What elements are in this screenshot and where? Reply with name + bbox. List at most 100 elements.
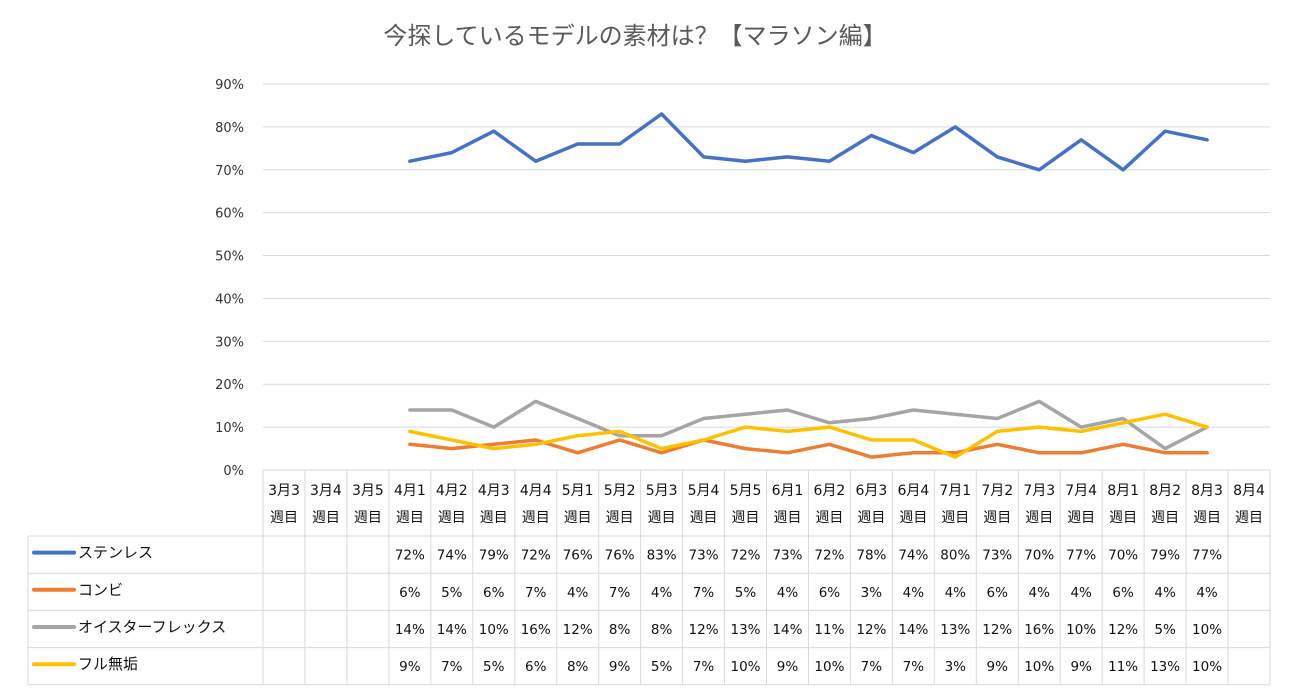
data-cell: 76% — [563, 548, 593, 564]
data-cell: 12% — [563, 622, 593, 638]
data-cell: 9% — [1070, 659, 1092, 675]
data-cell: 9% — [609, 659, 631, 675]
category-label-sub: 週目 — [480, 510, 508, 526]
data-cell: 10% — [731, 659, 761, 675]
data-cell: 7% — [903, 659, 925, 675]
data-cell: 5% — [1154, 622, 1176, 638]
y-tick-label: 70% — [215, 164, 244, 179]
data-cell: 12% — [856, 622, 886, 638]
category-label-sub: 週目 — [648, 510, 676, 526]
data-cell: 79% — [1150, 548, 1180, 564]
category-label: 5月1 — [562, 483, 594, 499]
data-cell: 9% — [987, 659, 1009, 675]
category-label: 8月4 — [1233, 483, 1265, 499]
data-cell: 6% — [483, 585, 505, 601]
data-cell: 7% — [693, 585, 715, 601]
category-label-sub: 週目 — [941, 510, 969, 526]
data-cell: 8% — [567, 659, 589, 675]
series-line — [408, 112, 1209, 172]
category-label: 4月2 — [436, 483, 468, 499]
category-label-sub: 週目 — [1193, 510, 1221, 526]
data-cell: 72% — [521, 548, 551, 564]
data-cell: 73% — [772, 548, 802, 564]
data-cell: 13% — [1150, 659, 1180, 675]
data-cell: 77% — [1192, 548, 1222, 564]
data-cell: 74% — [898, 548, 928, 564]
category-label: 6月4 — [897, 483, 929, 499]
data-cell: 14% — [395, 622, 425, 638]
category-label-sub: 週目 — [773, 510, 801, 526]
category-label: 8月3 — [1191, 483, 1223, 499]
category-label: 4月3 — [478, 483, 510, 499]
legend-label: オイスターフレックス — [78, 618, 226, 636]
data-cell: 7% — [441, 659, 463, 675]
data-cell: 10% — [1192, 659, 1222, 675]
category-label: 6月2 — [814, 483, 846, 499]
category-label-sub: 週目 — [732, 510, 760, 526]
data-cell: 6% — [819, 585, 841, 601]
data-cell: 5% — [651, 659, 673, 675]
category-label: 5月4 — [688, 483, 720, 499]
series-lines — [408, 112, 1209, 459]
data-cell: 79% — [479, 548, 509, 564]
data-cell: 9% — [777, 659, 799, 675]
data-cell: 13% — [731, 622, 761, 638]
legend-label: フル無垢 — [78, 655, 138, 673]
category-label-sub: 週目 — [1067, 510, 1095, 526]
data-cell: 4% — [651, 585, 673, 601]
data-cell: 72% — [814, 548, 844, 564]
series-line — [408, 438, 1209, 459]
data-table: 3月3 週目 3月4 週目 3月5 週目 4月1 週目 4月2 週目 4月3 週目 4月4 週目 5月1 週目… — [27, 470, 1271, 686]
data-cell: 5% — [441, 585, 463, 601]
category-label-sub: 週目 — [564, 510, 592, 526]
data-cell: 70% — [1108, 548, 1138, 564]
category-label: 7月1 — [939, 483, 971, 499]
category-label-sub: 週目 — [1235, 510, 1263, 526]
data-cell: 13% — [940, 622, 970, 638]
data-cell: 77% — [1066, 548, 1096, 564]
category-label: 7月3 — [1023, 483, 1055, 499]
data-cell: 10% — [1024, 659, 1054, 675]
y-tick-label: 90% — [215, 78, 244, 93]
data-cell: 4% — [1154, 585, 1176, 601]
data-cell: 3% — [861, 585, 883, 601]
category-label: 6月3 — [855, 483, 887, 499]
category-label-sub: 週目 — [899, 510, 927, 526]
data-cell: 12% — [689, 622, 719, 638]
data-cell: 73% — [689, 548, 719, 564]
y-tick-label: 40% — [215, 292, 244, 307]
data-cell: 14% — [437, 622, 467, 638]
category-label: 3月4 — [310, 483, 342, 499]
category-label: 4月4 — [520, 483, 552, 499]
data-cell: 4% — [777, 585, 799, 601]
y-tick-label: 60% — [215, 207, 244, 222]
data-cell: 4% — [1196, 585, 1218, 601]
data-cell: 10% — [814, 659, 844, 675]
data-cell: 16% — [521, 622, 551, 638]
category-label: 5月3 — [646, 483, 678, 499]
category-label-sub: 週目 — [438, 510, 466, 526]
data-cell: 4% — [1070, 585, 1092, 601]
category-label-sub: 週目 — [1025, 510, 1053, 526]
data-cell: 74% — [437, 548, 467, 564]
y-tick-label: 30% — [215, 335, 244, 350]
category-label-sub: 週目 — [312, 510, 340, 526]
data-cell: 4% — [1029, 585, 1051, 601]
data-cell: 72% — [731, 548, 761, 564]
data-cell: 73% — [982, 548, 1012, 564]
data-cell: 70% — [1024, 548, 1054, 564]
category-label-sub: 週目 — [1109, 510, 1137, 526]
category-label: 5月2 — [604, 483, 636, 499]
data-cell: 6% — [399, 585, 421, 601]
data-cell: 5% — [483, 659, 505, 675]
data-cell: 6% — [987, 585, 1009, 601]
data-cell: 7% — [693, 659, 715, 675]
data-cell: 10% — [1066, 622, 1096, 638]
data-cell: 6% — [1112, 585, 1134, 601]
category-label: 8月2 — [1149, 483, 1181, 499]
data-cell: 7% — [861, 659, 883, 675]
category-label-sub: 週目 — [396, 510, 424, 526]
data-cell: 83% — [647, 548, 677, 564]
y-tick-label: 50% — [215, 250, 244, 265]
y-tick-label: 20% — [215, 378, 244, 393]
